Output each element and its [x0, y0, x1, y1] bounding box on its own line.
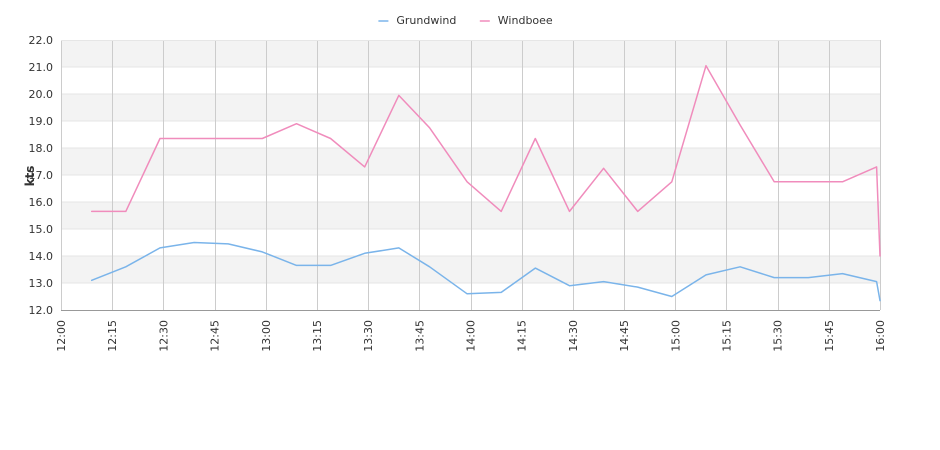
y-tick-label: 19.0 — [29, 115, 54, 128]
plot-band — [61, 256, 880, 283]
plot-band — [61, 229, 880, 256]
y-tick-label: 13.0 — [29, 277, 54, 290]
plot-frame — [61, 40, 880, 311]
plot-band — [61, 202, 880, 229]
legend-label-grundwind: Grundwind — [396, 14, 456, 27]
vertical-gridlines — [61, 40, 881, 310]
x-tick-label: 12:30 — [157, 320, 170, 352]
y-tick-label: 18.0 — [29, 142, 54, 155]
x-tick-label: 14:45 — [618, 320, 631, 352]
x-tick-label: 15:15 — [720, 320, 733, 352]
y-axis-ticks: 12.0 13.0 14.0 15.0 16.0 17.0 18.0 19.0 20.0 21.0… — [29, 34, 54, 317]
y-tick-label: 12.0 — [29, 304, 54, 317]
x-tick-label: 13:00 — [260, 320, 273, 352]
plot-band — [61, 175, 880, 202]
y-axis-label: kts — [23, 166, 37, 187]
x-tick-label: 14:30 — [567, 320, 580, 352]
plot-band — [61, 148, 880, 175]
y-tick-label: 22.0 — [29, 34, 54, 47]
series-line-grundwind — [90, 241, 881, 302]
plot-band — [61, 94, 880, 121]
y-tick-label: 20.0 — [29, 88, 54, 101]
x-tick-label: 15:00 — [669, 320, 682, 352]
plot-band — [61, 67, 880, 94]
x-tick-label: 12:15 — [106, 320, 119, 352]
x-tick-label: 16:00 — [874, 320, 887, 352]
series-line-windboee — [90, 64, 881, 257]
x-axis-ticks: 12:00 12:15 12:30 12:45 13:00 13:15 13:30 13:45… — [55, 320, 887, 352]
plot-band — [61, 283, 880, 310]
x-tick-label: 15:30 — [772, 320, 785, 352]
legend-label-windboee: Windboee — [498, 14, 553, 27]
y-tick-label: 21.0 — [29, 61, 54, 74]
x-tick-label: 13:30 — [362, 320, 375, 352]
y-tick-label: 14.0 — [29, 250, 54, 263]
x-tick-label: 13:15 — [311, 320, 324, 352]
x-tick-label: 14:00 — [465, 320, 478, 352]
x-tick-label: 15:45 — [823, 320, 836, 352]
y-tick-label: 16.0 — [29, 196, 54, 209]
x-tick-label: 12:45 — [209, 320, 222, 352]
series-layer — [90, 64, 881, 302]
x-tick-label: 12:00 — [55, 320, 68, 352]
x-tick-label: 13:45 — [413, 320, 426, 352]
plot-bands — [61, 40, 880, 310]
y-tick-label: 17.0 — [29, 169, 54, 182]
x-tick-label: 14:15 — [516, 320, 529, 352]
plot-band — [61, 121, 880, 148]
y-tick-label: 15.0 — [29, 223, 54, 236]
legend: Grundwind Windboee — [378, 14, 553, 27]
plot-band — [61, 40, 880, 67]
